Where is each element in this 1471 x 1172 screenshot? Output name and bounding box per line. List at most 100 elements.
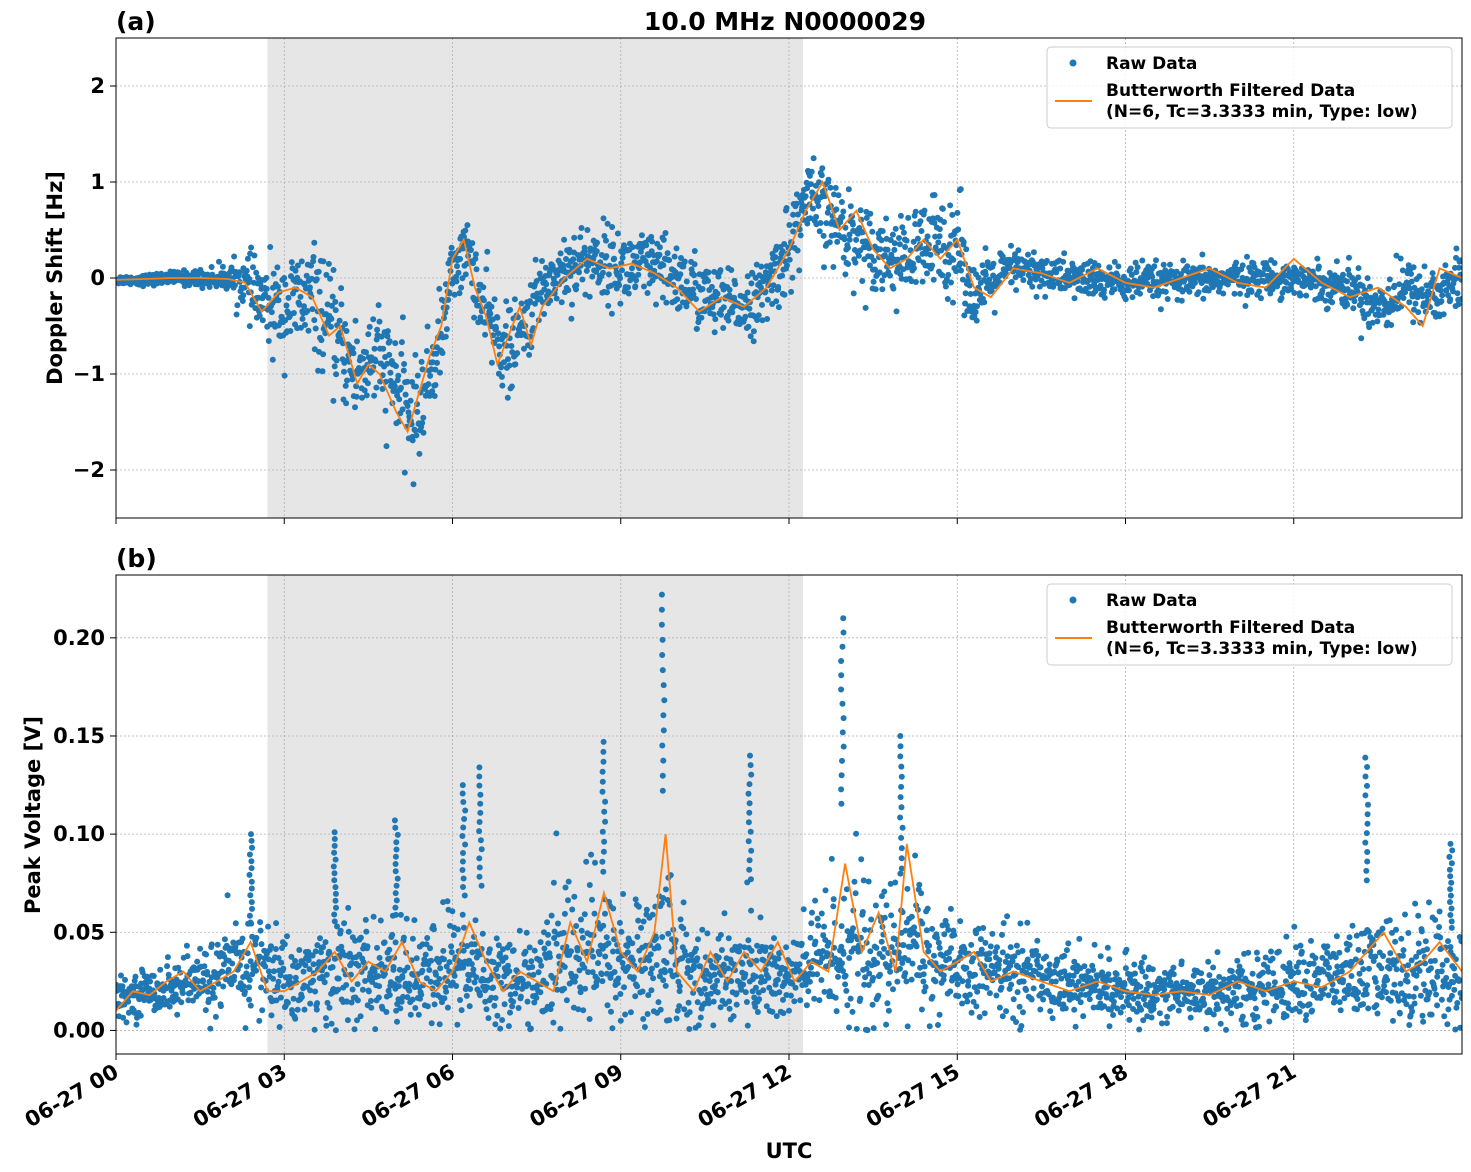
raw-data-point xyxy=(803,951,810,958)
raw-data-point xyxy=(605,940,612,947)
raw-data-point xyxy=(683,931,690,938)
raw-data-point xyxy=(763,1003,770,1010)
raw-data-point xyxy=(206,284,213,290)
raw-data-point xyxy=(561,985,568,992)
raw-data-point xyxy=(741,944,748,951)
raw-data-point xyxy=(681,258,688,265)
raw-data-point xyxy=(634,983,641,990)
raw-data-point xyxy=(648,965,655,972)
raw-data-point xyxy=(579,934,586,941)
raw-data-point xyxy=(545,940,552,947)
raw-data-point xyxy=(849,1008,856,1015)
raw-data-point xyxy=(677,271,684,278)
raw-data-point xyxy=(565,878,572,885)
raw-data-point xyxy=(1239,968,1246,974)
raw-data-point xyxy=(382,407,389,414)
raw-data-point xyxy=(511,296,518,303)
raw-data-point xyxy=(810,155,817,162)
raw-data-point xyxy=(1253,949,1260,956)
raw-data-point xyxy=(900,229,907,236)
raw-data-point xyxy=(1138,1006,1145,1013)
raw-data-point xyxy=(457,997,463,1003)
raw-data-point xyxy=(333,371,340,378)
raw-data-point xyxy=(441,995,448,1002)
raw-data-point xyxy=(954,209,961,216)
raw-data-point xyxy=(633,253,640,260)
raw-data-point xyxy=(825,939,832,946)
raw-data-point xyxy=(444,1004,451,1011)
raw-data-point xyxy=(1131,961,1138,968)
raw-data-point xyxy=(315,367,322,374)
raw-data-point xyxy=(664,250,671,257)
raw-data-point xyxy=(231,253,238,260)
raw-data-point xyxy=(941,219,947,225)
raw-data-point xyxy=(647,951,654,958)
raw-data-point xyxy=(1235,983,1242,990)
raw-data-point xyxy=(502,332,509,339)
raw-data-point xyxy=(732,281,739,288)
raw-data-point xyxy=(246,977,253,983)
raw-data-point xyxy=(488,303,495,310)
raw-data-point xyxy=(510,998,517,1005)
raw-data-point xyxy=(590,953,597,960)
raw-data-point xyxy=(961,312,968,319)
raw-data-point xyxy=(1125,287,1132,294)
raw-data-point xyxy=(1013,942,1020,949)
raw-data-point xyxy=(290,995,297,1002)
raw-data-point xyxy=(294,1006,301,1013)
raw-data-point xyxy=(714,989,721,996)
raw-data-point xyxy=(804,185,811,192)
raw-data-point xyxy=(1234,957,1241,964)
raw-data-point xyxy=(690,291,697,298)
raw-data-point xyxy=(453,278,460,285)
raw-data-point xyxy=(745,937,752,944)
raw-data-point xyxy=(706,978,713,984)
raw-data-point xyxy=(975,925,982,932)
raw-data-point xyxy=(577,262,584,269)
raw-data-point xyxy=(1265,981,1272,988)
raw-data-point xyxy=(1091,941,1098,948)
raw-data-point xyxy=(250,264,256,271)
raw-data-point xyxy=(698,990,705,997)
raw-data-point xyxy=(521,345,527,352)
raw-data-point xyxy=(822,887,829,894)
raw-data-point xyxy=(427,978,434,985)
raw-data-point xyxy=(712,982,718,989)
raw-data-point xyxy=(879,954,886,961)
raw-data-point xyxy=(693,325,700,332)
raw-data-point xyxy=(848,937,854,944)
raw-data-point xyxy=(970,998,977,1005)
raw-data-point xyxy=(1437,287,1444,294)
raw-data-point xyxy=(493,966,500,973)
raw-data-point xyxy=(920,971,927,978)
raw-data-point xyxy=(879,228,886,235)
raw-data-point xyxy=(807,215,814,222)
raw-data-point xyxy=(270,270,277,277)
raw-data-point xyxy=(1310,960,1317,967)
raw-data-point xyxy=(389,931,396,938)
raw-data-point xyxy=(287,974,293,980)
raw-data-point xyxy=(278,959,285,966)
raw-data-point xyxy=(394,1001,401,1007)
raw-data-point xyxy=(451,972,458,979)
raw-data-point xyxy=(1302,1017,1309,1024)
raw-data-point xyxy=(453,983,460,989)
raw-data-point xyxy=(471,941,478,948)
raw-data-point xyxy=(140,283,147,290)
raw-data-point xyxy=(593,268,600,275)
panel-b-shaded-interval xyxy=(267,575,804,1054)
raw-data-point xyxy=(174,1011,181,1018)
raw-data-point xyxy=(920,958,926,965)
raw-data-point xyxy=(210,985,217,991)
raw-data-point xyxy=(656,244,663,251)
raw-data-point xyxy=(412,427,419,434)
raw-data-point xyxy=(820,232,827,239)
raw-data-point xyxy=(616,282,623,289)
raw-data-point xyxy=(370,913,377,920)
raw-data-point xyxy=(794,247,801,254)
raw-data-point xyxy=(1259,969,1266,976)
raw-data-point xyxy=(896,235,902,241)
raw-data-point xyxy=(768,944,775,951)
raw-data-point xyxy=(495,942,502,949)
raw-data-point xyxy=(846,231,853,238)
